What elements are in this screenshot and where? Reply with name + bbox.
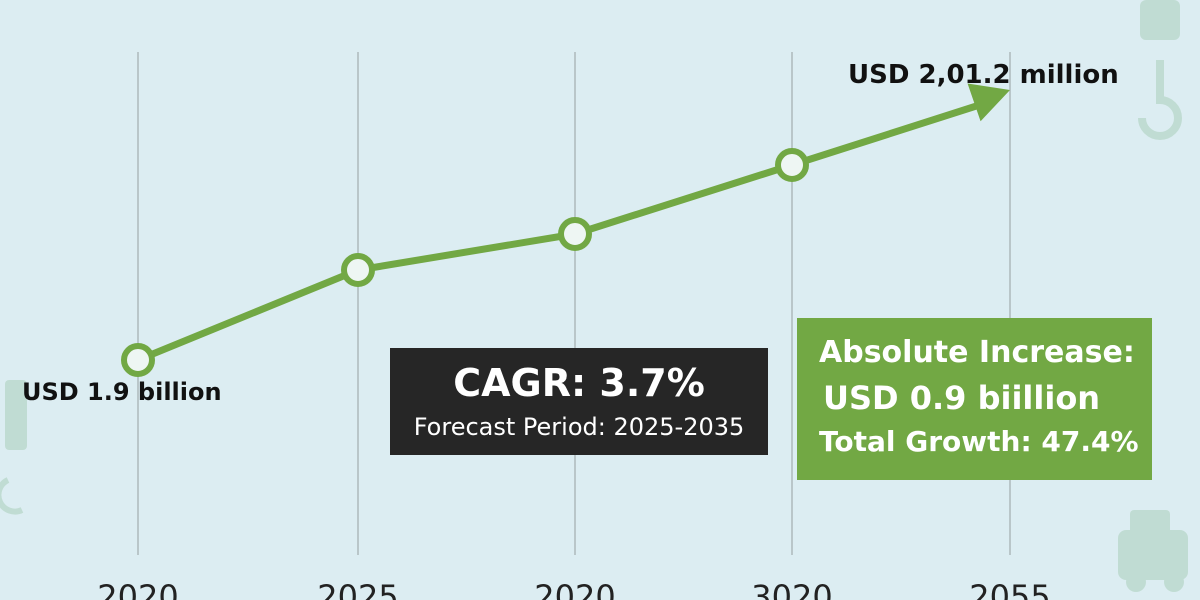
x-tick-label-4: 2055 [969,578,1050,600]
tow-truck-icon [1118,510,1188,592]
vertical-gridlines [137,52,1011,555]
x-tick-label-3: 3020 [751,578,832,600]
tool-icon [0,380,27,515]
absolute-increase-value: USD 0.9 biillion [823,379,1101,417]
data-point-3 [775,148,809,182]
x-tick-label-2: 2020 [534,578,615,600]
x-tick-label-0: 2020 [97,578,178,600]
cagr-value: CAGR: 3.7% [453,361,705,405]
total-growth: Total Growth: 47.4% [819,425,1139,458]
start-value-label: USD 1.9 billion [22,378,222,406]
x-tick-label-1: 2025 [317,578,398,600]
data-point-2 [558,217,592,251]
absolute-increase-title: Absolute Increase: [819,335,1135,370]
x-tick-labels: 2020 2025 2020 3020 2055 [97,578,1050,600]
end-value-label: USD 2,01.2 million [848,60,1119,90]
absolute-increase-box: Absolute Increase: USD 0.9 biillion Tota… [797,318,1152,480]
forecast-period: Forecast Period: 2025-2035 [413,413,745,441]
cagr-box: CAGR: 3.7% Forecast Period: 2025-2035 [390,348,768,455]
series-line-group [121,83,1010,377]
data-point-1 [341,253,375,287]
crane-hook-icon [1138,0,1182,140]
series-arrowhead [967,83,1010,122]
data-point-0 [121,343,155,377]
